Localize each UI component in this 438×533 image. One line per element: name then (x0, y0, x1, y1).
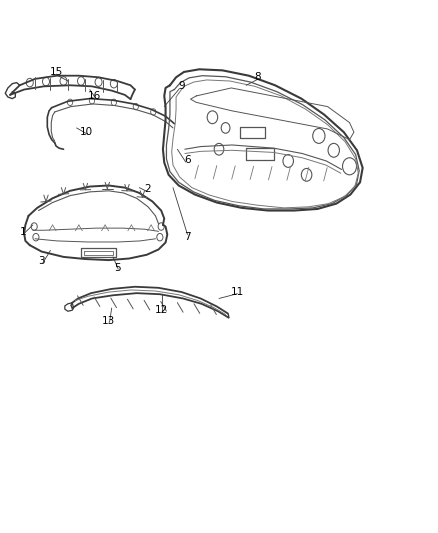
Text: 11: 11 (231, 287, 244, 297)
Text: 15: 15 (49, 67, 63, 77)
Text: 2: 2 (145, 184, 152, 194)
Text: 12: 12 (155, 305, 168, 315)
Text: 3: 3 (38, 256, 45, 266)
Text: 13: 13 (102, 316, 115, 326)
Text: 10: 10 (80, 127, 93, 137)
Text: 7: 7 (184, 232, 191, 242)
Text: 9: 9 (178, 82, 185, 91)
Text: 8: 8 (254, 72, 261, 82)
Text: 1: 1 (19, 227, 26, 237)
Text: 16: 16 (88, 91, 101, 101)
Text: 6: 6 (184, 155, 191, 165)
Text: 5: 5 (114, 263, 121, 272)
